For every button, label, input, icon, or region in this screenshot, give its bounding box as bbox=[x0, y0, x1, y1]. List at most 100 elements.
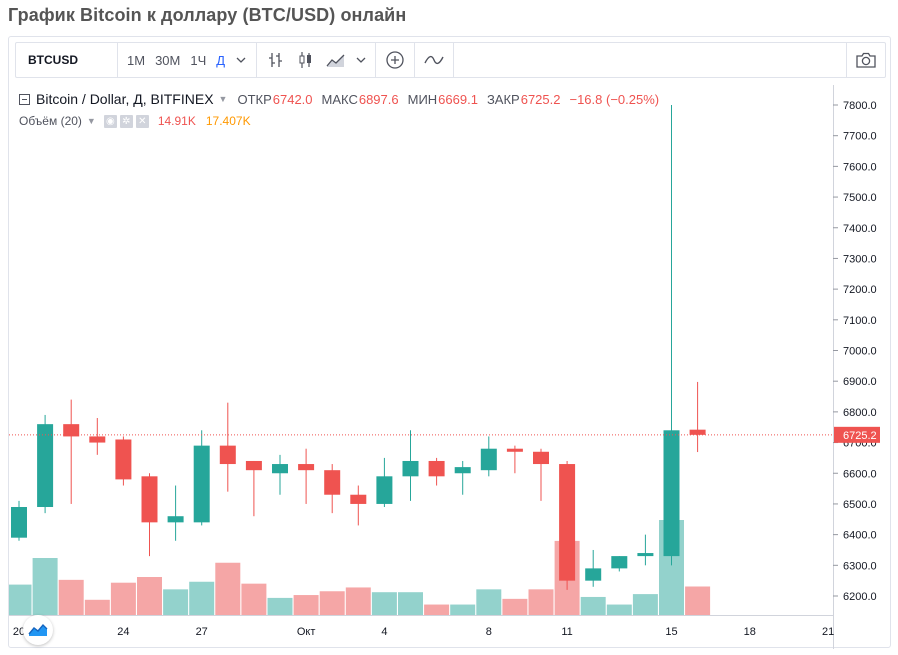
candle-body[interactable] bbox=[324, 470, 341, 495]
candle-body[interactable] bbox=[506, 448, 523, 452]
volume-bar bbox=[319, 591, 345, 615]
time-tick-label: 4 bbox=[381, 626, 387, 638]
interval-1m-button[interactable]: 1М bbox=[127, 52, 146, 68]
price-tick-label: 6300.0 bbox=[843, 560, 877, 572]
volume-bar bbox=[345, 587, 371, 615]
time-tick-label: Окт bbox=[297, 626, 316, 638]
volume-bar bbox=[267, 597, 293, 615]
chart-style-group bbox=[257, 43, 377, 77]
candle-body[interactable] bbox=[480, 448, 497, 471]
indicators-icon[interactable] bbox=[419, 43, 449, 77]
volume-bar bbox=[84, 599, 110, 615]
price-tick-label: 6800.0 bbox=[843, 407, 877, 419]
volume-bar bbox=[241, 583, 267, 615]
price-tick-label: 7600.0 bbox=[843, 161, 877, 173]
camera-icon[interactable] bbox=[851, 43, 881, 77]
high-label: МАКС bbox=[321, 91, 358, 107]
eye-icon[interactable]: ◉ bbox=[103, 114, 117, 128]
indicators-group bbox=[415, 43, 455, 77]
close-value: 6725.2 bbox=[520, 91, 561, 107]
settings-icon[interactable]: ✲ bbox=[119, 114, 133, 128]
compare-group bbox=[376, 43, 416, 77]
candle-body[interactable] bbox=[115, 439, 132, 480]
interval-30m-button[interactable]: 30М bbox=[155, 52, 181, 68]
volume-bar bbox=[580, 596, 606, 615]
time-tick-label: 21 bbox=[822, 626, 834, 638]
price-tick-label: 7500.0 bbox=[843, 192, 877, 204]
volume-bar bbox=[293, 595, 319, 615]
series-title: Bitcoin / Dollar, Д, BITFINEX bbox=[36, 91, 214, 107]
candle-body[interactable] bbox=[454, 467, 471, 474]
candle-body[interactable] bbox=[11, 507, 27, 538]
candle-body[interactable] bbox=[193, 445, 210, 523]
candle-body[interactable] bbox=[167, 516, 184, 523]
collapse-legend-icon[interactable] bbox=[19, 93, 30, 105]
candlestick-chart[interactable]: 7800.0 7700.0 7600.0 7500.0 7400.0 7300.0 7200… bbox=[6, 85, 892, 649]
bar-style-icon[interactable] bbox=[261, 43, 291, 77]
candle-body[interactable] bbox=[89, 436, 106, 443]
interval-1d-button[interactable]: Д bbox=[216, 52, 226, 68]
low-label: МИН bbox=[407, 91, 438, 107]
interval-group: 1М 30М 1Ч Д bbox=[118, 43, 258, 77]
candle-body[interactable] bbox=[298, 464, 315, 471]
candle-style-icon[interactable] bbox=[291, 43, 321, 77]
price-tick-label: 7800.0 bbox=[843, 100, 877, 112]
candle-body[interactable] bbox=[350, 494, 367, 504]
candle-body[interactable] bbox=[402, 460, 419, 477]
compare-icon[interactable] bbox=[380, 43, 410, 77]
price-tick-label: 6600.0 bbox=[843, 468, 877, 480]
candle-body[interactable] bbox=[376, 476, 393, 504]
price-tick-label: 7100.0 bbox=[843, 315, 877, 327]
candle-body[interactable] bbox=[141, 476, 158, 523]
volume-bar bbox=[502, 598, 528, 615]
volume-legend: Объём (20) ▼ ◉ ✲ ✕ 14.91K 17.407K bbox=[19, 114, 251, 128]
volume-bar bbox=[32, 558, 58, 615]
volume-title: Объём (20) bbox=[19, 114, 82, 128]
tradingview-logo[interactable] bbox=[23, 615, 53, 645]
price-tick-label: 6900.0 bbox=[843, 376, 877, 388]
candle-body[interactable] bbox=[637, 553, 654, 557]
symbol-search-button[interactable]: BTCUSD bbox=[16, 43, 118, 77]
volume-bar bbox=[606, 604, 632, 615]
chart-toolbar: BTCUSD 1М 30М 1Ч Д bbox=[15, 42, 886, 78]
high-value: 6897.6 bbox=[358, 91, 399, 107]
candle-body[interactable] bbox=[663, 430, 680, 557]
chevron-down-icon[interactable] bbox=[230, 43, 252, 77]
interval-1h-button[interactable]: 1Ч bbox=[190, 52, 207, 68]
caret-down-icon[interactable]: ▼ bbox=[218, 94, 228, 104]
candle-body[interactable] bbox=[219, 445, 236, 465]
last-price-badge bbox=[834, 426, 880, 443]
volume-bar bbox=[398, 592, 423, 615]
logo-icon bbox=[28, 623, 48, 636]
time-tick-label: 27 bbox=[196, 626, 208, 638]
candle-body[interactable] bbox=[533, 451, 549, 465]
candle-body[interactable] bbox=[245, 460, 262, 471]
volume-bar bbox=[6, 584, 32, 615]
chart-area[interactable]: 7800.0 7700.0 7600.0 7500.0 7400.0 7300.0 7200… bbox=[6, 85, 892, 649]
price-tick-label: 7200.0 bbox=[843, 284, 877, 296]
price-tick-label: 7700.0 bbox=[843, 131, 877, 143]
open-value: 6742.0 bbox=[272, 91, 313, 107]
price-tick-label: 7400.0 bbox=[843, 223, 877, 235]
candle-body[interactable] bbox=[611, 556, 628, 569]
caret-down-icon[interactable]: ▼ bbox=[86, 116, 96, 126]
candle-body[interactable] bbox=[559, 464, 576, 581]
time-tick-label: 15 bbox=[665, 626, 677, 638]
chevron-down-icon[interactable] bbox=[351, 43, 371, 77]
candle-body[interactable] bbox=[272, 464, 288, 474]
candle-body[interactable] bbox=[585, 568, 602, 581]
volume-bar bbox=[163, 589, 189, 615]
price-tick-label: 7300.0 bbox=[843, 253, 877, 265]
time-tick-label: 11 bbox=[561, 626, 572, 638]
close-icon[interactable]: ✕ bbox=[135, 114, 149, 128]
candle-body[interactable] bbox=[689, 429, 706, 435]
area-style-icon[interactable] bbox=[321, 43, 351, 77]
volume-bar bbox=[215, 562, 241, 615]
volume-bar bbox=[424, 604, 450, 615]
candle-body[interactable] bbox=[428, 460, 445, 477]
price-tick-label: 6500.0 bbox=[843, 499, 877, 511]
candle-body[interactable] bbox=[63, 424, 80, 437]
volume-bar bbox=[110, 582, 136, 615]
volume-bar bbox=[189, 581, 215, 615]
candle-body[interactable] bbox=[37, 424, 54, 508]
